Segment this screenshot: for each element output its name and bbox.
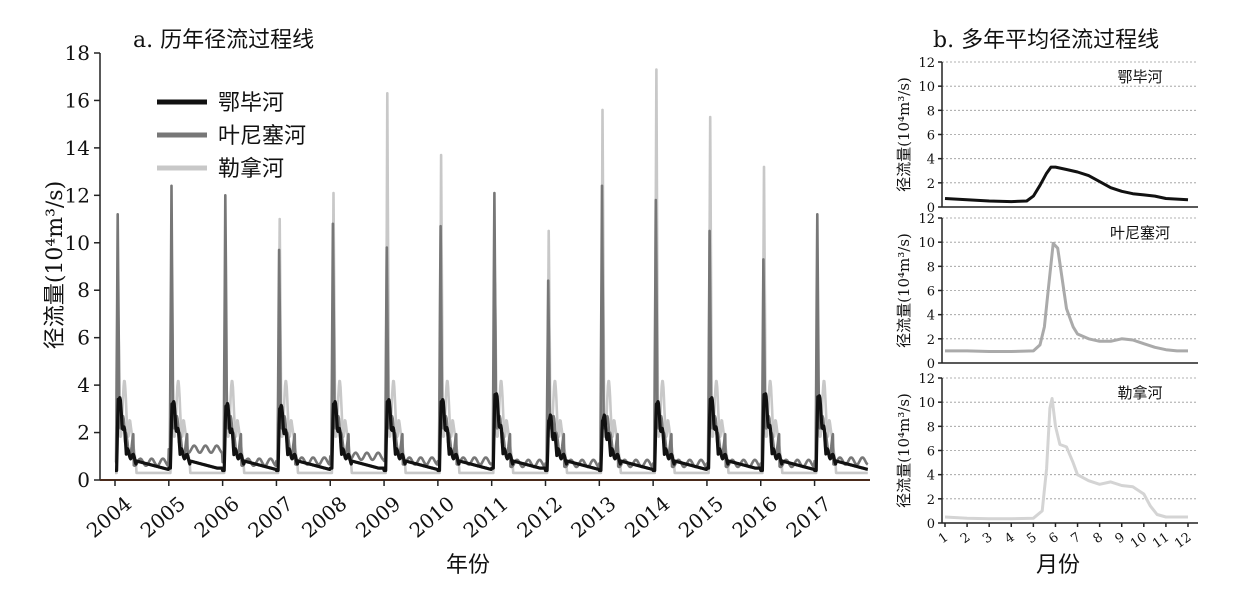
x-tick-label: 2010 xyxy=(405,491,459,542)
y-tick-label: 18 xyxy=(65,41,90,65)
panel-a-annual-runoff: a. 历年径流过程线 径流量(10⁴m³/s) 年份 0 2 4 6 8 10 12 14 16… xyxy=(43,28,870,578)
panel-a-y-axis: 0 2 4 6 8 10 12 14 16 18 xyxy=(65,41,101,492)
x-tick-label: 2013 xyxy=(566,491,620,542)
subplot-ylabel: 径流量(10⁴m³/s) xyxy=(895,77,913,192)
legend-label-0: 鄂毕河 xyxy=(218,91,284,116)
y-tick-label: 6 xyxy=(927,285,935,300)
subplot-1: 0 2 4 6 8 10 12 径流量(10⁴m³/s) 鄂毕河 xyxy=(895,56,1198,216)
panel-b-subplots: 024681012径流量(10⁴m³/s)鄂毕河024681012径流量(10⁴… xyxy=(895,56,1198,552)
subplot-name: 鄂毕河 xyxy=(1117,68,1162,86)
y-tick-label: 2 xyxy=(927,333,935,348)
panel-b-monthly-mean: b. 多年平均径流过程线 月份 024681012径流量(10⁴m³/s)鄂毕河… xyxy=(895,28,1198,578)
series-line-1 xyxy=(114,184,869,469)
x-tick-label: 8 xyxy=(1091,530,1106,547)
panel-a-x-axis: 2004 2005 2006 2007 2008 2009 2010 2011 2012 2013… xyxy=(82,479,870,543)
x-tick-label: 2005 xyxy=(136,491,190,542)
y-tick-label: 0 xyxy=(927,517,935,532)
subplot-ylabel: 径流量(10⁴m³/s) xyxy=(895,393,913,508)
y-tick-label: 8 xyxy=(927,260,935,275)
x-tick-label: 7 xyxy=(1068,530,1083,547)
subplot-3: 0 2 4 6 8 10 12 径流量(10⁴m³/s) 勒拿河 xyxy=(895,372,1198,532)
y-tick-label: 6 xyxy=(927,129,935,144)
subplot-ylabel: 径流量(10⁴m³/s) xyxy=(895,233,913,348)
y-tick-label: 8 xyxy=(77,278,90,302)
x-tick-label: 6 xyxy=(1046,530,1061,547)
x-tick-label: 9 xyxy=(1113,530,1128,547)
subplot-series-line xyxy=(944,397,1188,521)
legend-label-1: 叶尼塞河 xyxy=(218,124,306,149)
x-tick-label: 2006 xyxy=(189,491,243,542)
x-tick-label: 2007 xyxy=(243,491,297,542)
x-tick-label: 10 xyxy=(1128,530,1150,552)
x-tick-label: 3 xyxy=(980,530,995,547)
x-tick-label: 2008 xyxy=(297,491,351,542)
y-tick-label: 0 xyxy=(927,357,935,372)
y-tick-label: 10 xyxy=(918,396,935,411)
x-tick-label: 2015 xyxy=(674,491,728,542)
x-tick-label: 2 xyxy=(958,530,973,547)
x-tick-label: 2009 xyxy=(351,491,405,542)
y-tick-label: 6 xyxy=(927,445,935,460)
panel-a-ylabel: 径流量(10⁴m³/s) xyxy=(43,181,68,349)
y-tick-label: 4 xyxy=(927,309,935,324)
y-tick-label: 16 xyxy=(65,88,90,112)
panel-a-series xyxy=(113,68,869,475)
y-tick-label: 2 xyxy=(927,493,935,508)
subplot-series-line xyxy=(944,165,1189,204)
subplot-name: 勒拿河 xyxy=(1117,384,1162,402)
y-tick-label: 10 xyxy=(918,236,935,251)
subplot-name: 叶尼塞河 xyxy=(1110,224,1170,242)
x-tick-label: 11 xyxy=(1150,530,1172,552)
x-tick-label: 5 xyxy=(1024,530,1039,547)
y-tick-label: 8 xyxy=(927,420,935,435)
panel-a-xlabel: 年份 xyxy=(446,553,490,578)
y-tick-label: 2 xyxy=(927,177,935,192)
y-tick-label: 10 xyxy=(918,80,935,95)
y-tick-label: 10 xyxy=(65,231,90,255)
panel-b-xlabel: 月份 xyxy=(1036,553,1080,578)
y-tick-label: 4 xyxy=(77,373,90,397)
y-tick-label: 12 xyxy=(918,56,935,71)
x-tick-label: 2012 xyxy=(512,491,566,542)
x-tick-label: 2011 xyxy=(458,491,512,542)
y-tick-label: 4 xyxy=(927,469,935,484)
panel-b-title: b. 多年平均径流过程线 xyxy=(933,28,1159,53)
x-tick-label: 2014 xyxy=(620,491,674,542)
y-tick-label: 0 xyxy=(77,468,90,492)
y-tick-label: 2 xyxy=(77,421,90,445)
y-tick-label: 12 xyxy=(918,372,935,387)
y-tick-label: 14 xyxy=(65,136,90,160)
x-tick-label: 1 xyxy=(936,530,951,547)
legend-label-2: 勒拿河 xyxy=(218,156,284,182)
x-tick-label: 4 xyxy=(1002,530,1017,547)
panel-a-title: a. 历年径流过程线 xyxy=(133,28,314,53)
subplot-2: 0 2 4 6 8 10 12 径流量(10⁴m³/s) 叶尼塞河 xyxy=(895,212,1198,372)
x-tick-label: 2004 xyxy=(82,491,136,542)
series-line-0 xyxy=(113,392,869,473)
y-tick-label: 12 xyxy=(918,212,935,227)
y-tick-label: 8 xyxy=(927,104,935,119)
y-tick-label: 6 xyxy=(77,326,90,350)
y-tick-label: 0 xyxy=(927,201,935,216)
y-tick-label: 4 xyxy=(927,153,935,168)
x-tick-label: 2016 xyxy=(728,491,782,542)
x-tick-label: 12 xyxy=(1172,530,1194,552)
x-tick-label: 2017 xyxy=(781,491,835,542)
y-tick-label: 12 xyxy=(65,183,90,207)
subplot-series-line xyxy=(945,241,1188,353)
